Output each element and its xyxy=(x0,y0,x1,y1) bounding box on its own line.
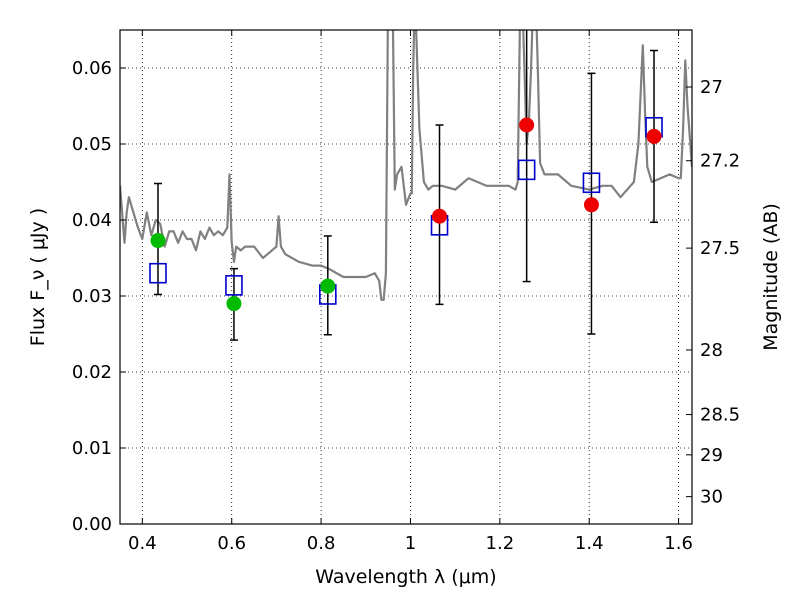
observed-point xyxy=(226,296,242,312)
right-tick-label: 28 xyxy=(700,340,723,361)
model-square-point xyxy=(517,159,536,181)
x-axis-label: Wavelength λ (μm) xyxy=(315,566,496,588)
right-tick-label: 28.5 xyxy=(700,405,740,426)
observed-point xyxy=(432,208,448,224)
model-square-point xyxy=(582,172,601,194)
x-tick-label: 1 xyxy=(405,533,416,554)
spectrum-line xyxy=(120,30,692,301)
x-tick-label: 1.2 xyxy=(486,533,515,554)
y-tick-label: 0.03 xyxy=(72,286,112,307)
right-tick-label: 27.5 xyxy=(700,238,740,259)
observed-point xyxy=(583,197,599,213)
right-tick-label: 27.2 xyxy=(700,151,740,172)
plot-frame xyxy=(119,29,693,525)
observed-point xyxy=(519,117,535,133)
x-tick-label: 0.4 xyxy=(128,533,157,554)
x-tick-label: 0.6 xyxy=(217,533,246,554)
right-tick-label: 29 xyxy=(700,445,723,466)
y-tick-label: 0.06 xyxy=(72,58,112,79)
data-layer xyxy=(120,30,692,341)
observed-point xyxy=(646,128,662,144)
x-tick-label: 1.4 xyxy=(575,533,604,554)
y-axis-right-label: Magnitude (AB) xyxy=(760,203,782,351)
y-axis-label: Flux F_ν ( μJy ) xyxy=(27,208,49,346)
x-tick-label: 0.8 xyxy=(307,533,336,554)
axis-ticks xyxy=(120,30,692,525)
y-tick-label: 0.04 xyxy=(72,210,112,231)
plot-background xyxy=(120,30,692,524)
right-tick-label: 27 xyxy=(700,77,723,98)
tick-labels: 0.4 0.6 0.8 1 1.2 1.4 1.6 0.00 0.01 0.02 0.03 0.04 0… xyxy=(72,58,740,554)
x-tick-label: 1.6 xyxy=(664,533,693,554)
model-square-point xyxy=(149,262,167,284)
y-tick-label: 0.02 xyxy=(72,362,112,383)
y-tick-label: 0.00 xyxy=(72,514,112,535)
model-square-point xyxy=(225,275,243,296)
y-tick-label: 0.01 xyxy=(72,438,112,459)
right-tick-label: 30 xyxy=(700,487,723,508)
observed-point xyxy=(320,278,336,294)
y-tick-label: 0.05 xyxy=(72,134,112,155)
observed-point xyxy=(150,233,166,249)
